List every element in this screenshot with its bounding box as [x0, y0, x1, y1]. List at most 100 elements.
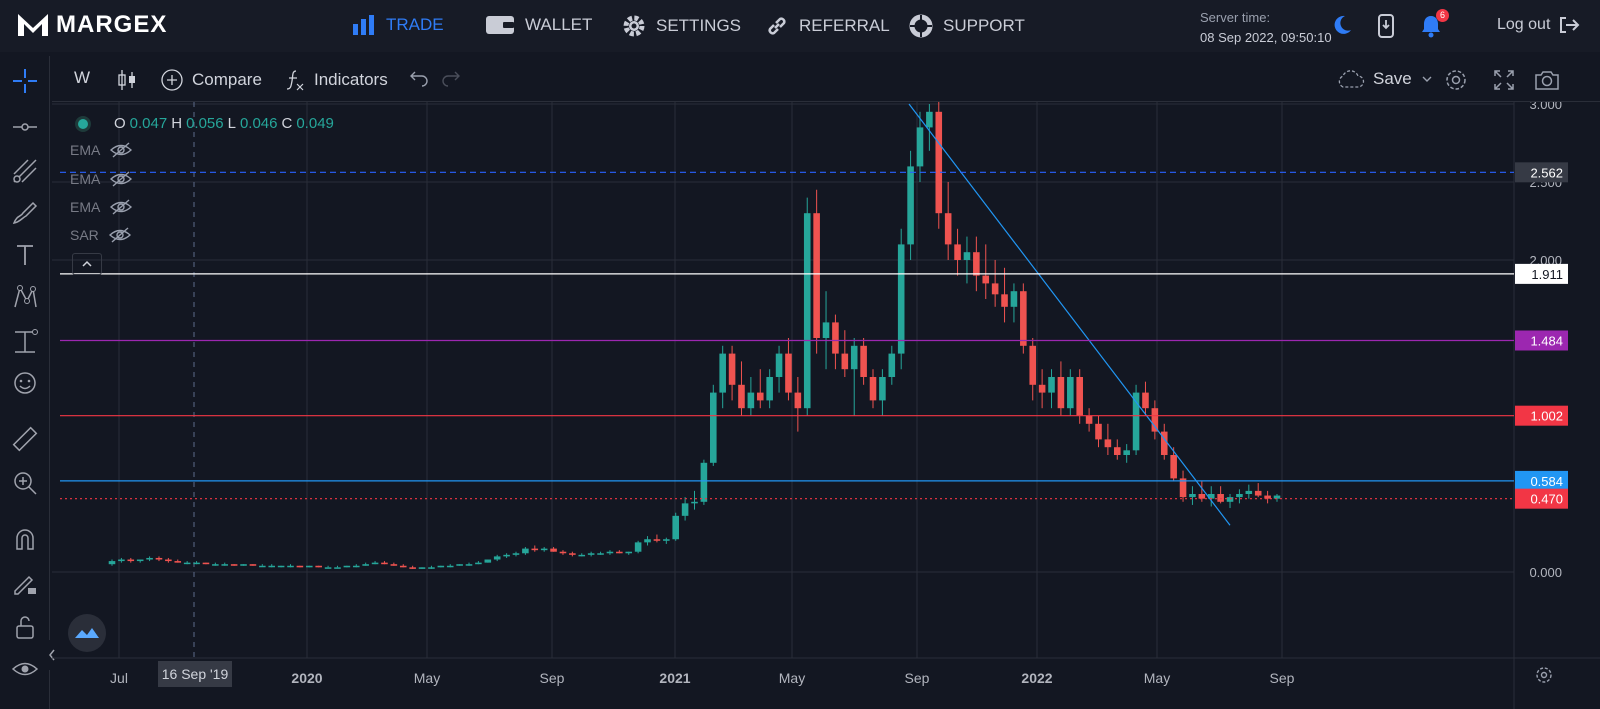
indicator-row[interactable]: EMA — [70, 198, 133, 216]
candle-body — [728, 353, 736, 385]
zoom-tool[interactable] — [10, 468, 40, 498]
chart-settings-button[interactable] — [1444, 68, 1468, 92]
candle-body — [221, 564, 229, 566]
candles-icon — [118, 70, 135, 90]
eye-hidden-icon[interactable] — [108, 226, 131, 244]
eye-hidden-icon[interactable] — [110, 170, 133, 188]
y-tick-label: 0.000 — [1529, 565, 1562, 580]
candle-body — [822, 322, 830, 338]
candle-body — [1057, 377, 1065, 409]
nav-support[interactable]: SUPPORT — [909, 14, 1025, 38]
candle-body — [1132, 392, 1140, 451]
nav-wallet[interactable]: WALLET — [485, 14, 592, 36]
candle-body — [813, 213, 820, 338]
gear-icon — [623, 15, 645, 37]
price-label: 1.002 — [1530, 409, 1563, 424]
eye-hidden-icon[interactable] — [110, 141, 133, 159]
ruler-tool[interactable] — [10, 424, 40, 454]
price-label-box — [1515, 405, 1568, 426]
save-label: Save — [1373, 69, 1412, 88]
fullscreen-button[interactable] — [1492, 68, 1516, 92]
candle-body — [710, 392, 717, 463]
candle-body — [1170, 455, 1177, 479]
candle-body — [390, 564, 398, 566]
theme-toggle[interactable] — [1331, 14, 1353, 41]
brush-tool[interactable] — [10, 198, 40, 228]
price-chart[interactable]: Jul 2020 May Sep 2021 May Sep 2022 May Sep 3.000 2.… — [52, 102, 1600, 709]
fib-tool[interactable] — [10, 156, 40, 186]
nav-settings[interactable]: SETTINGS — [622, 14, 741, 38]
redo-icon — [442, 71, 460, 87]
candle-body — [522, 548, 529, 554]
lifebuoy-icon — [909, 14, 933, 38]
tradingview-logo[interactable] — [68, 614, 106, 652]
candle-body — [277, 565, 285, 568]
notification-count-badge: 6 — [1436, 9, 1449, 22]
candle-body — [146, 557, 153, 560]
candle-body — [907, 166, 914, 245]
crosshair-tool[interactable] — [10, 66, 40, 96]
candle-body — [399, 565, 407, 568]
candle-body — [1226, 497, 1234, 502]
emoji-tool[interactable] — [10, 368, 40, 398]
candle-body — [1085, 416, 1093, 424]
drawing-toolbar — [0, 56, 50, 709]
candle-body — [719, 353, 726, 393]
indicator-name: EMA — [70, 199, 101, 215]
indicator-row[interactable]: EMA — [70, 170, 133, 188]
candle-body — [362, 564, 369, 566]
text-icon — [17, 245, 33, 265]
candle-body — [465, 564, 473, 566]
candle-body — [240, 564, 247, 566]
candle-body — [672, 515, 679, 540]
notifications-button[interactable]: 6 — [1420, 9, 1449, 43]
candle-body — [1236, 494, 1243, 498]
nav-trade-label: TRADE — [386, 15, 444, 34]
indicators-button[interactable]: Indicators — [284, 68, 388, 92]
indicator-row[interactable]: EMA — [70, 141, 133, 159]
eye-hidden-icon[interactable] — [110, 198, 133, 216]
redo-button[interactable] — [440, 68, 462, 88]
measure-tool[interactable] — [10, 326, 40, 356]
undo-button[interactable] — [408, 68, 430, 88]
visibility-tool[interactable] — [10, 654, 40, 684]
brand-logo[interactable]: MARGEX — [16, 10, 167, 40]
legend-collapse-button[interactable] — [72, 253, 102, 275]
candle-body — [756, 392, 764, 401]
x-tick-label: May — [414, 670, 440, 686]
chart-type-button[interactable] — [116, 68, 138, 92]
lock-drawings-tool[interactable] — [10, 568, 40, 598]
axis-settings-button[interactable] — [1534, 665, 1554, 690]
nav-trade[interactable]: TRADE — [352, 14, 444, 36]
indicator-row[interactable]: SAR — [70, 226, 131, 244]
function-icon — [286, 70, 304, 91]
interval-button[interactable]: W — [74, 68, 90, 88]
nav-referral[interactable]: REFERRAL — [765, 14, 890, 38]
compare-button[interactable]: Compare — [160, 68, 262, 92]
candle-body — [963, 252, 971, 260]
moon-icon — [1334, 15, 1351, 34]
lock-tool[interactable] — [10, 612, 40, 642]
candle-body — [1160, 431, 1168, 455]
cloud-icon — [1338, 70, 1365, 88]
x-tick-label: May — [779, 670, 805, 686]
logout-button[interactable]: Log out — [1497, 15, 1580, 35]
trend-line — [908, 103, 1231, 526]
pitchfork-icon — [13, 159, 37, 183]
nav-wallet-label: WALLET — [525, 15, 593, 34]
candle-body — [944, 213, 952, 245]
server-time-label: Server time: — [1200, 10, 1271, 25]
magnet-tool[interactable] — [10, 524, 40, 554]
price-label-box — [1515, 162, 1568, 183]
save-button[interactable]: Save — [1335, 68, 1434, 90]
candle-body — [1273, 495, 1281, 499]
pattern-tool[interactable] — [10, 282, 40, 312]
candle-body — [1076, 377, 1083, 416]
candle-body — [700, 462, 708, 502]
trend-line-tool[interactable] — [10, 112, 40, 142]
smiley-icon — [14, 372, 36, 394]
screenshot-button[interactable] — [1534, 68, 1560, 92]
text-tool[interactable] — [10, 240, 40, 270]
chevron-down-icon — [1422, 76, 1432, 82]
mobile-app-button[interactable] — [1377, 14, 1395, 43]
